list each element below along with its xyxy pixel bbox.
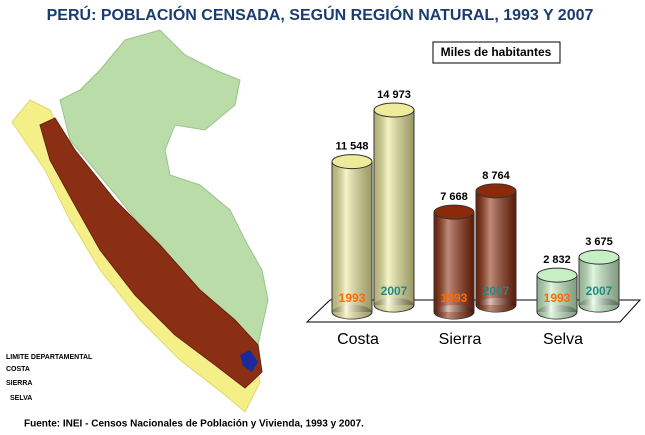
chart-title: PERÚ: POBLACIÓN CENSADA, SEGÚN REGIÓN NA… — [47, 5, 594, 24]
series-label: 1993 — [339, 291, 366, 305]
cylinder-shade — [476, 190, 516, 305]
value-label: 2 832 — [543, 254, 571, 266]
cylinder-top — [373, 102, 415, 118]
cylinder-top — [536, 267, 578, 283]
unit-box — [432, 41, 561, 64]
x-tick-label: Costa — [337, 331, 379, 348]
cylinder — [536, 267, 578, 320]
map-legend-label: SIERRA — [6, 380, 32, 387]
cylinder — [578, 249, 620, 313]
cylinder-shade — [579, 257, 619, 305]
x-tick-label: Sierra — [439, 331, 482, 348]
cylinder-base-shade — [537, 305, 577, 319]
series-label: 2007 — [483, 284, 510, 298]
map-legend-label: COSTA — [6, 366, 30, 373]
series-label: 2007 — [586, 284, 613, 298]
cylinder-top — [331, 154, 373, 170]
value-label: 14 973 — [377, 89, 411, 101]
cylinder-shade — [332, 161, 372, 312]
map-lake — [240, 350, 258, 372]
cylinder-top — [433, 204, 475, 220]
cylinder-base-shade — [579, 298, 619, 312]
series-label: 1993 — [544, 291, 571, 305]
series-label: 2007 — [381, 284, 408, 298]
x-tick-label: Selva — [543, 331, 583, 348]
map-selva — [59, 29, 269, 346]
source: Fuente: INEI - Censos Nacionales de Pobl… — [24, 419, 364, 430]
cylinder-top — [475, 183, 517, 199]
value-label: 3 675 — [585, 236, 613, 248]
cylinder — [373, 102, 415, 313]
cylinder — [331, 154, 373, 320]
map — [11, 29, 269, 413]
cylinder-top — [578, 249, 620, 265]
cylinder-base-shade — [374, 298, 414, 312]
value-label: 7 668 — [440, 191, 468, 203]
value-label: 11 548 — [335, 141, 368, 153]
cylinder — [475, 183, 517, 313]
cylinder — [433, 204, 475, 320]
cylinder-shade — [374, 110, 414, 305]
unit-label: Miles de habitantes — [441, 45, 552, 59]
cylinder-base-shade — [434, 305, 474, 319]
map-legend-label: SELVA — [10, 395, 32, 402]
cylinder-shade — [434, 212, 474, 312]
series-label: 1993 — [441, 291, 468, 305]
map-sierra — [39, 117, 263, 389]
cylinder-base-shade — [476, 298, 516, 312]
value-label: 8 764 — [482, 170, 510, 182]
map-legend-label: LIMITE DEPARTAMENTAL — [6, 354, 93, 361]
cylinder-base-shade — [332, 305, 372, 319]
